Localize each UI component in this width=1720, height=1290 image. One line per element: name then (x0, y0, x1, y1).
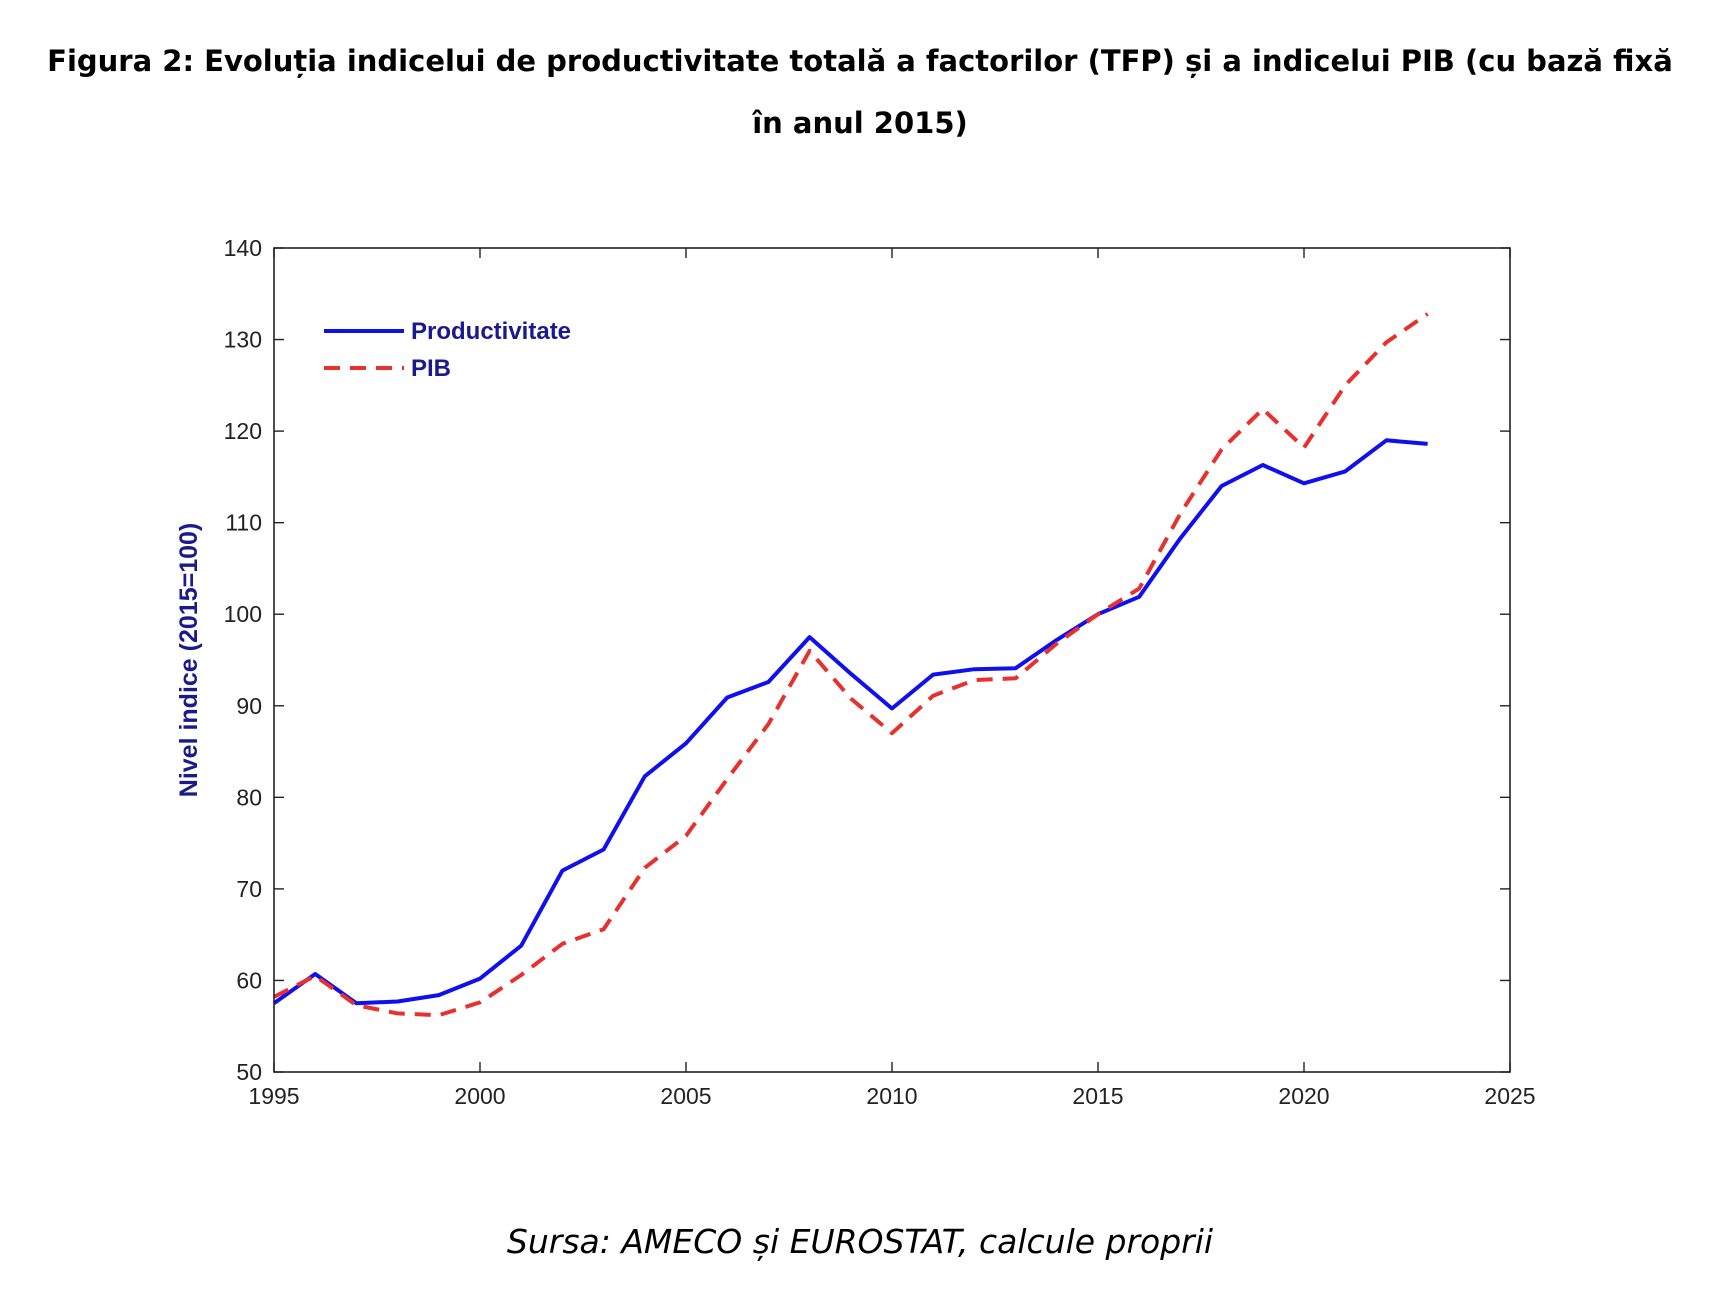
y-tick-label: 60 (236, 967, 262, 993)
x-tick-label: 2000 (454, 1083, 505, 1109)
legend-label-productivitate: Productivitate (411, 318, 571, 345)
y-tick-label: 130 (224, 327, 262, 353)
series-lines (272, 312, 1429, 1018)
y-axis-label: Nivel indice (2015=100) (175, 523, 203, 797)
x-tick-label: 2010 (866, 1083, 917, 1109)
plot-frame (273, 247, 1511, 1073)
figure-title: Figura 2: Evoluția indicelui de producti… (47, 44, 1673, 140)
source-note: Sursa: AMECO și EUROSTAT, calcule propri… (506, 1222, 1214, 1261)
plot-background (274, 248, 1510, 1072)
y-tick-label: 70 (236, 876, 262, 902)
axis-ticks: 50 60 70 80 90 100 110 120 130 140 1995 2000 2005 201… (224, 235, 1536, 1109)
y-tick-label: 110 (225, 510, 262, 536)
y-tick-label: 140 (224, 235, 262, 261)
x-tick-label: 2020 (1278, 1083, 1329, 1109)
x-tick-label: 2025 (1484, 1083, 1535, 1109)
y-tick-label: 50 (236, 1059, 262, 1085)
x-tick-label: 2015 (1072, 1083, 1123, 1109)
y-tick-label: 80 (236, 784, 262, 810)
y-tick-label: 100 (224, 601, 262, 627)
x-tick-label: 1995 (248, 1083, 299, 1109)
x-tick-label: 2005 (660, 1083, 711, 1109)
y-tick-label: 120 (224, 418, 262, 444)
legend: Productivitate PIB (324, 318, 571, 382)
legend-label-pib: PIB (411, 355, 451, 382)
y-tick-label: 90 (236, 693, 262, 719)
